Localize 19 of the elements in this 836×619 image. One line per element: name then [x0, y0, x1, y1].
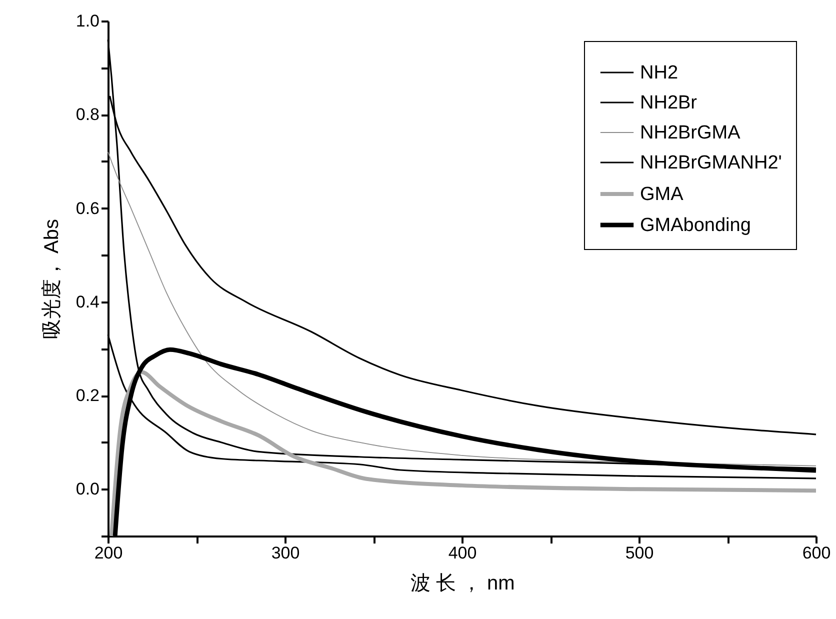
y-tick-label: 0.8 — [76, 105, 100, 124]
x-tick-label: 400 — [448, 544, 477, 562]
legend-label: GMA — [640, 184, 684, 205]
legend-label: NH2BrGMANH2' — [640, 152, 782, 174]
legend-label: GMAbonding — [640, 215, 751, 236]
x-tick-label: 200 — [94, 544, 123, 562]
y-tick-label: 0.0 — [76, 480, 100, 499]
y-tick-label: 0.2 — [76, 386, 100, 406]
y-axis-title: 吸光度， Abs — [40, 218, 63, 340]
x-tick-label: 600 — [802, 544, 831, 562]
legend-label: NH2BrGMA — [640, 122, 741, 144]
legend-label: NH2 — [640, 62, 678, 84]
legend-label: NH2Br — [640, 92, 698, 114]
y-tick-label: 0.6 — [76, 198, 100, 218]
x-tick-label: 500 — [625, 544, 654, 562]
x-tick-label: 300 — [271, 544, 300, 562]
y-tick-label: 0.4 — [76, 292, 100, 312]
x-axis-title: 波 长 ， nm — [410, 572, 515, 594]
y-tick-label: 1.0 — [76, 12, 100, 30]
